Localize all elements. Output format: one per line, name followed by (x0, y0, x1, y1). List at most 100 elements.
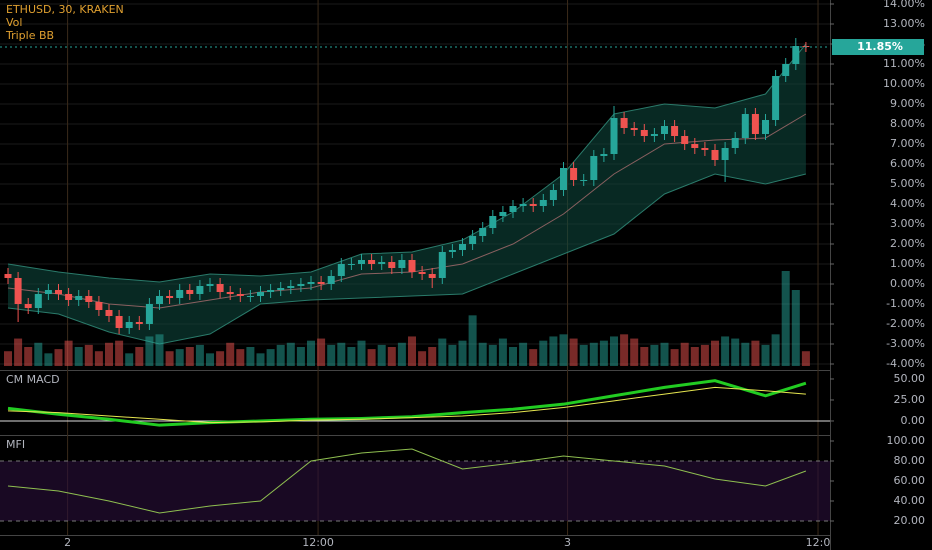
volume-bar (115, 340, 124, 366)
candle-body (34, 294, 42, 308)
volume-bar (307, 340, 315, 366)
candle-body (75, 296, 83, 300)
y-tick-label: 40.00 (894, 494, 926, 507)
volume-bar (599, 340, 608, 366)
x-tick-label: 12:0 (806, 536, 831, 549)
last-price-box (832, 39, 924, 55)
y-tick-label: 8.00% (890, 117, 925, 130)
y-tick-label: 11.00% (883, 57, 925, 70)
y-tick-label: -4.00% (886, 357, 925, 370)
volume-bar (690, 347, 699, 366)
volume-bar (206, 353, 214, 366)
candle-body (307, 282, 315, 284)
volume-bar (700, 344, 709, 366)
candle-body (115, 316, 123, 328)
band-fill (8, 44, 806, 344)
candle-body (246, 296, 254, 297)
volume-bar (650, 344, 659, 366)
candle-body (297, 284, 305, 286)
candle-body (549, 190, 557, 200)
legend-title: ETHUSD, 30, KRAKEN (6, 3, 124, 16)
candle-body (751, 114, 759, 134)
volume-bar (246, 347, 255, 366)
volume-bar (801, 351, 810, 366)
volume-bar (377, 344, 386, 366)
candle-body (640, 130, 648, 136)
volume-bar (519, 342, 528, 366)
volume-bar (791, 290, 800, 366)
volume-bar (670, 349, 679, 366)
candle-body (337, 264, 345, 276)
y-tick-label: 80.00 (894, 454, 926, 467)
y-tick-label: 14.00% (883, 0, 925, 10)
volume-bar (751, 340, 760, 366)
candle-body (681, 136, 689, 144)
candle-body (95, 302, 103, 310)
volume-bar (731, 338, 740, 366)
volume-bar (155, 334, 164, 366)
volume-bar (357, 340, 366, 366)
volume-bar (559, 334, 568, 366)
y-tick-label: 60.00 (894, 474, 926, 487)
y-tick-label: -1.00% (886, 297, 925, 310)
candle-body (469, 236, 477, 244)
candle-body (519, 204, 527, 206)
volume-bar (327, 344, 336, 366)
candle-body (368, 260, 376, 264)
volume-bar (529, 349, 538, 366)
candle-body (216, 284, 224, 292)
band-fill (0, 461, 830, 521)
candle-body (762, 120, 769, 134)
candle-body (65, 294, 73, 300)
candle-body (327, 276, 335, 284)
candle-body (378, 262, 386, 264)
x-tick-label: 3 (564, 536, 571, 549)
volume-bar (84, 344, 93, 366)
candle-body (196, 286, 204, 294)
volume-bar (266, 349, 275, 366)
candle-body (388, 262, 396, 268)
volume-bar (680, 342, 689, 366)
candle-body (499, 212, 507, 216)
volume-bar (14, 338, 23, 366)
candle-body (600, 154, 608, 156)
series-line (7, 379, 807, 427)
y-tick-label: 6.00% (890, 157, 925, 170)
volume-bar (589, 342, 598, 366)
candle-body (85, 296, 93, 302)
candle-body (206, 284, 214, 286)
volume-bar (468, 315, 477, 366)
volume-bar (367, 349, 376, 366)
volume-bar (498, 338, 507, 366)
candle-body (772, 76, 780, 120)
volume-bar (165, 351, 174, 366)
volume-bar (428, 347, 437, 366)
candle-body (287, 286, 295, 288)
volume-bar (438, 338, 447, 366)
series-line (7, 448, 807, 514)
y-tick-label: 4.00% (890, 197, 925, 210)
y-tick-label: 0.00 (901, 414, 926, 427)
volume-bar (64, 340, 73, 366)
y-tick-label: -2.00% (886, 317, 925, 330)
x-tick-label: 12:00 (302, 536, 334, 549)
y-tick-label: 3.00% (890, 217, 925, 230)
candle-body (358, 260, 365, 264)
candle-body (236, 294, 244, 296)
y-tick-label: 2.00% (890, 237, 925, 250)
candle-body (459, 244, 466, 250)
volume-bar (54, 349, 63, 366)
legend-entry: Triple BB (5, 29, 54, 42)
candle-body (166, 296, 174, 298)
y-tick-label: 50.00 (894, 372, 926, 385)
candle-body (560, 168, 567, 190)
volume-bar (216, 351, 225, 366)
candle-body (105, 310, 113, 316)
volume-bar (125, 353, 134, 366)
candle-body (44, 290, 52, 294)
volume-bar (721, 336, 730, 366)
candle-body (267, 290, 275, 292)
y-tick-label: 7.00% (890, 137, 925, 150)
y-tick-label: 1.00% (890, 257, 925, 270)
